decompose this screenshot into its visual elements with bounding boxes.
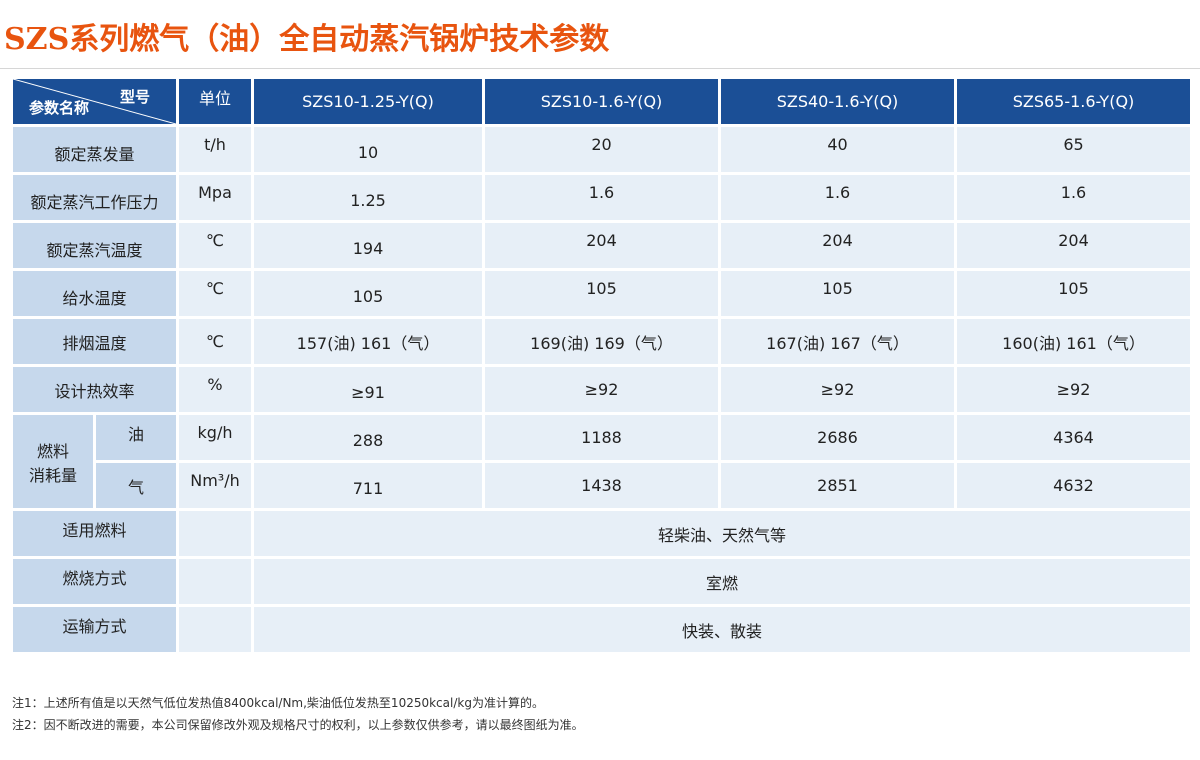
row-label: 排烟温度 bbox=[13, 319, 176, 364]
table-row-fuel-gas: 气 Nm³/h 711 1438 2851 4632 bbox=[13, 463, 1190, 508]
header-unit: 单位 bbox=[179, 79, 251, 124]
value-cell: ≥92 bbox=[721, 367, 954, 412]
value-cell: 1.6 bbox=[485, 175, 718, 220]
value-cell: 105 bbox=[485, 271, 718, 316]
unit-cell: Mpa bbox=[179, 175, 251, 220]
value-cell: 1188 bbox=[485, 415, 718, 460]
table-row-fuel-oil: 燃料 消耗量 油 kg/h 288 1188 2686 4364 bbox=[13, 415, 1190, 508]
fuel-gas-label: 气 bbox=[96, 463, 176, 508]
fuel-oil-label: 油 bbox=[96, 415, 176, 460]
footnotes: 注1：上述所有值是以天然气低位发热值8400kcal/Nm,柴油低位发热至102… bbox=[12, 692, 584, 736]
row-label: 额定蒸汽工作压力 bbox=[13, 175, 176, 220]
table-row: 额定蒸汽工作压力 Mpa 1.25 1.6 1.6 1.6 bbox=[13, 175, 1190, 220]
table-row: 设计热效率 % ≥91 ≥92 ≥92 ≥92 bbox=[13, 367, 1190, 412]
header-row: 型号 参数名称 单位 SZS10-1.25-Y(Q) SZS10-1.6-Y(Q… bbox=[13, 79, 1190, 124]
row-label: 燃烧方式 bbox=[13, 559, 176, 604]
header-model: SZS65-1.6-Y(Q) bbox=[957, 79, 1190, 124]
unit-cell: Nm³/h bbox=[179, 463, 251, 508]
value-cell: ≥92 bbox=[485, 367, 718, 412]
table-row-span: 运输方式 快装、散装 bbox=[13, 607, 1190, 652]
footnote: 注1：上述所有值是以天然气低位发热值8400kcal/Nm,柴油低位发热至102… bbox=[12, 696, 544, 710]
row-label: 设计热效率 bbox=[13, 367, 176, 412]
row-label: 给水温度 bbox=[13, 271, 176, 316]
value-cell: 10 bbox=[254, 127, 482, 172]
value-cell: 167(油) 167（气） bbox=[721, 319, 954, 364]
value-cell: 105 bbox=[957, 271, 1190, 316]
table-row: 额定蒸发量 t/h 10 20 40 65 bbox=[13, 127, 1190, 172]
value-cell: 1.6 bbox=[721, 175, 954, 220]
span-value-cell: 轻柴油、天然气等 bbox=[254, 511, 1190, 556]
unit-cell: kg/h bbox=[179, 415, 251, 460]
unit-cell-empty bbox=[179, 511, 251, 556]
unit-cell: ℃ bbox=[179, 319, 251, 364]
value-cell: 157(油) 161（气） bbox=[254, 319, 482, 364]
value-cell: 105 bbox=[721, 271, 954, 316]
table-row-span: 适用燃料 轻柴油、天然气等 bbox=[13, 511, 1190, 556]
fuel-consumption-label: 燃料 消耗量 bbox=[13, 415, 93, 508]
row-label: 运输方式 bbox=[13, 607, 176, 652]
value-cell: 1438 bbox=[485, 463, 718, 508]
value-cell: 160(油) 161（气） bbox=[957, 319, 1190, 364]
value-cell: 4364 bbox=[957, 415, 1190, 460]
value-cell: 2851 bbox=[721, 463, 954, 508]
footnote: 注2：因不断改进的需要，本公司保留修改外观及规格尺寸的权利，以上参数仅供参考，请… bbox=[12, 718, 584, 732]
header-model: SZS10-1.6-Y(Q) bbox=[485, 79, 718, 124]
row-label: 额定蒸汽温度 bbox=[13, 223, 176, 268]
value-cell: 20 bbox=[485, 127, 718, 172]
value-cell: 65 bbox=[957, 127, 1190, 172]
header-model: SZS10-1.25-Y(Q) bbox=[254, 79, 482, 124]
value-cell: 711 bbox=[254, 463, 482, 508]
header-model-label: 型号 bbox=[119, 88, 150, 106]
value-cell: 1.6 bbox=[957, 175, 1190, 220]
value-cell: 204 bbox=[957, 223, 1190, 268]
row-label: 适用燃料 bbox=[13, 511, 176, 556]
table-row: 额定蒸汽温度 ℃ 194 204 204 204 bbox=[13, 223, 1190, 268]
value-cell: 288 bbox=[254, 415, 482, 460]
page-title: SZS系列燃气（油）全自动蒸汽锅炉技术参数 bbox=[4, 22, 610, 57]
value-cell: ≥92 bbox=[957, 367, 1190, 412]
spec-table: 型号 参数名称 单位 SZS10-1.25-Y(Q) SZS10-1.6-Y(Q… bbox=[10, 76, 1193, 655]
header-model: SZS40-1.6-Y(Q) bbox=[721, 79, 954, 124]
unit-cell: t/h bbox=[179, 127, 251, 172]
value-cell: 204 bbox=[485, 223, 718, 268]
unit-cell: ℃ bbox=[179, 223, 251, 268]
unit-cell-empty bbox=[179, 607, 251, 652]
divider bbox=[0, 68, 1200, 69]
header-param-label: 参数名称 bbox=[29, 99, 90, 117]
value-cell: 194 bbox=[254, 223, 482, 268]
unit-cell: ℃ bbox=[179, 271, 251, 316]
value-cell: 40 bbox=[721, 127, 954, 172]
table-row: 给水温度 ℃ 105 105 105 105 bbox=[13, 271, 1190, 316]
unit-cell: % bbox=[179, 367, 251, 412]
row-label: 额定蒸发量 bbox=[13, 127, 176, 172]
span-value-cell: 室燃 bbox=[254, 559, 1190, 604]
value-cell: 105 bbox=[254, 271, 482, 316]
value-cell: 4632 bbox=[957, 463, 1190, 508]
span-value-cell: 快装、散装 bbox=[254, 607, 1190, 652]
table-row-span: 燃烧方式 室燃 bbox=[13, 559, 1190, 604]
header-corner-cell: 型号 参数名称 bbox=[13, 79, 176, 124]
value-cell: ≥91 bbox=[254, 367, 482, 412]
table-row: 排烟温度 ℃ 157(油) 161（气） 169(油) 169（气） 167(油… bbox=[13, 319, 1190, 364]
value-cell: 204 bbox=[721, 223, 954, 268]
value-cell: 2686 bbox=[721, 415, 954, 460]
value-cell: 169(油) 169（气） bbox=[485, 319, 718, 364]
diagonal-line-icon bbox=[13, 79, 176, 124]
value-cell: 1.25 bbox=[254, 175, 482, 220]
unit-cell-empty bbox=[179, 559, 251, 604]
